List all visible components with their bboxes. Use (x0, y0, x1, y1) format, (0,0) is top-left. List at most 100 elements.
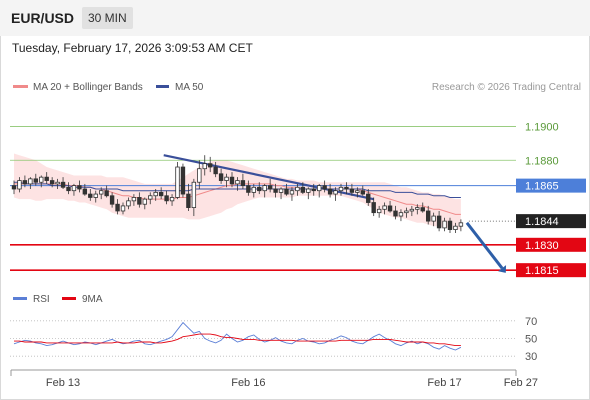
candle (398, 209, 404, 222)
candle (251, 183, 256, 198)
candle-body-down (300, 186, 306, 193)
candle (447, 217, 453, 233)
candle (371, 197, 376, 217)
candle-body-down (164, 195, 169, 202)
candle (120, 202, 126, 215)
candle-body-up (278, 188, 284, 193)
level-label-text: 1.1830 (525, 240, 559, 252)
candle (376, 205, 382, 218)
candle-body-up (338, 186, 344, 192)
candle-body-up (99, 190, 104, 195)
candle (55, 178, 60, 189)
symbol-label: EUR/USD (11, 10, 75, 26)
legend-swatch-9ma (62, 297, 76, 300)
candle-body-down (66, 186, 71, 192)
candle (109, 192, 115, 208)
candle (82, 183, 88, 196)
candle-body-down (60, 181, 66, 188)
candle-body-up (376, 208, 382, 214)
candle-body-up (175, 166, 180, 198)
candle-body-down (393, 210, 398, 217)
candle (191, 178, 197, 217)
candle (306, 187, 311, 200)
candle-body-down (420, 207, 425, 212)
candle-body-down (425, 210, 431, 222)
candle-body-down (387, 205, 393, 212)
candle-body-down (349, 188, 355, 193)
candle-body-down (218, 173, 224, 181)
candle (355, 187, 360, 198)
candle-body-down (284, 188, 289, 195)
candle-body-down (109, 195, 115, 205)
candle (60, 177, 66, 189)
candle (28, 177, 33, 189)
candle (213, 161, 218, 178)
candle (311, 183, 316, 196)
candle (115, 199, 120, 215)
candle-body-down (11, 185, 17, 190)
candle-body-down (77, 185, 82, 190)
candle-body-down (360, 190, 365, 195)
candle-body-up (224, 176, 229, 181)
candle-body-up (316, 185, 322, 192)
candle (431, 212, 436, 227)
candle (202, 155, 207, 176)
candle (224, 173, 229, 188)
candle (22, 175, 28, 188)
candle-body-down (267, 185, 273, 190)
candle-body-up (153, 191, 158, 197)
candle-body-up (191, 181, 197, 208)
candle-body-down (447, 220, 453, 230)
candle-body-up (142, 198, 147, 205)
candle-body-up (71, 185, 77, 192)
candle (333, 187, 338, 201)
candle-body-up (39, 176, 44, 183)
candle (218, 168, 224, 184)
candle (164, 190, 169, 205)
candle-body-up (55, 181, 60, 185)
x-tick-label: Feb 16 (231, 377, 265, 389)
legend-ma50-label: MA 50 (175, 82, 204, 93)
level-label-bg (516, 178, 586, 193)
candle-body-up (458, 222, 464, 227)
candle (186, 183, 191, 211)
rsi-tick-label: 50 (525, 334, 537, 346)
level-label-text: 1.1900 (525, 121, 559, 133)
candle (415, 204, 420, 215)
candle (153, 189, 158, 201)
x-tick-label: Feb 13 (46, 377, 80, 389)
legend-swatch-rsi (13, 297, 27, 300)
candle (300, 182, 306, 195)
candle-body-up (93, 193, 98, 198)
candle-body-up (398, 212, 404, 217)
credit-label: Research © 2026 Trading Central (432, 82, 581, 93)
candle-body-down (344, 186, 349, 190)
candle-body-up (453, 225, 458, 230)
candle-body-down (322, 185, 327, 190)
legend-ma20-label: MA 20 + Bollinger Bands (33, 82, 143, 93)
candle (338, 183, 344, 196)
candle (207, 156, 213, 173)
candle (327, 183, 333, 198)
candle-body-up (306, 188, 311, 193)
candle-body-down (22, 180, 28, 185)
rsi-tick-label: 70 (525, 316, 537, 328)
candle (262, 183, 267, 198)
candle-body-down (229, 176, 235, 185)
candle (44, 172, 49, 184)
timeframe-badge[interactable]: 30 MIN (82, 7, 133, 29)
candle-body-down (88, 193, 93, 198)
candle (404, 207, 409, 218)
candle (131, 194, 137, 206)
candle-body-down (246, 185, 251, 193)
candle (316, 183, 322, 198)
level-label-pivot: 1.1865 (516, 178, 586, 193)
legend-swatch-ma50 (156, 85, 169, 88)
candle (39, 175, 44, 188)
candle (197, 160, 202, 189)
candle-body-up (126, 200, 131, 207)
candle (240, 173, 246, 189)
level-label-bg (516, 214, 586, 229)
x-tick-label: Feb 27 (504, 377, 538, 389)
